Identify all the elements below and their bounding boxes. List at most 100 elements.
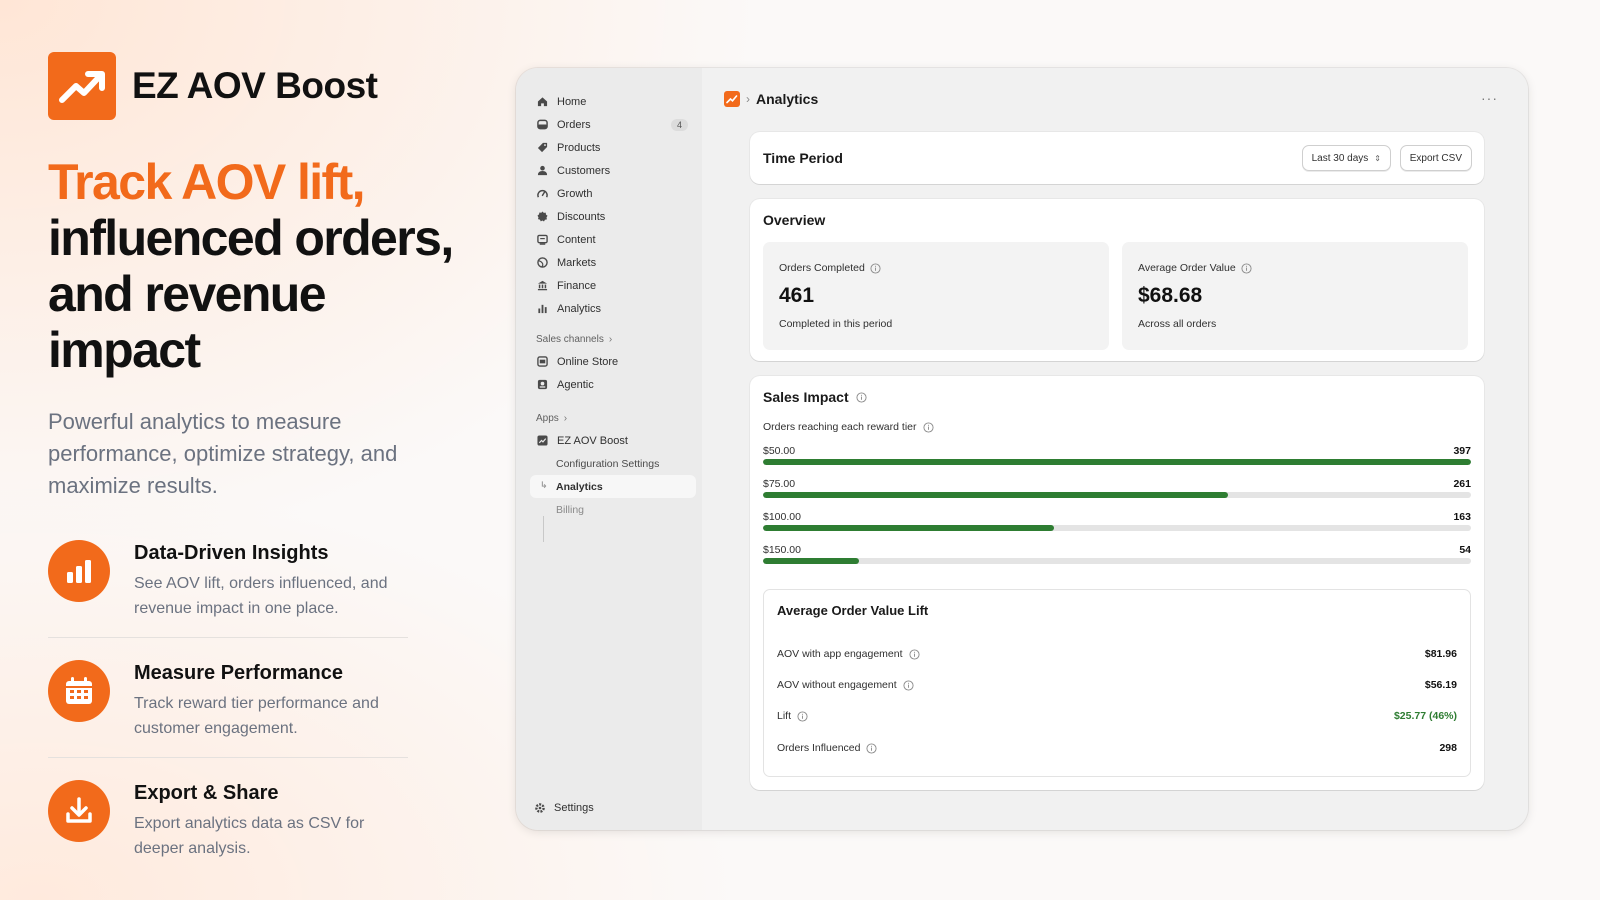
select-chevron-icon: ⇕: [1374, 153, 1381, 163]
sales-channels-label: Sales channels: [536, 333, 604, 345]
analytics-icon: [536, 302, 549, 315]
feature-description: Export analytics data as CSV for deeper …: [134, 815, 365, 857]
more-actions-icon[interactable]: ···: [1481, 90, 1498, 106]
sidebar-item-markets[interactable]: Markets: [516, 251, 702, 274]
tier-caption-row: Orders reaching each reward tier: [763, 421, 1471, 433]
reward-tier-list: $50.00 397 $75.00 261 $100.00 163 $150.00 54: [763, 441, 1471, 573]
sidebar-subitem-label: Configuration Settings: [556, 457, 660, 470]
main-content: › Analytics ··· Time Period Last 30 days…: [702, 68, 1528, 830]
sidebar-item-online-store[interactable]: Online Store: [516, 350, 702, 373]
aov-lift-row: AOV without engagement $56.19: [777, 679, 1457, 691]
sidebar-item-home[interactable]: Home: [516, 90, 702, 113]
lift-label: Lift: [777, 710, 792, 722]
info-icon[interactable]: [1241, 262, 1252, 274]
sidebar-item-label: Products: [557, 141, 601, 154]
sidebar-item-ez-aov-boost[interactable]: EZ AOV Boost: [516, 429, 702, 452]
feature-description: Track reward tier performance and custom…: [134, 695, 379, 737]
tier-threshold: $50.00: [763, 445, 796, 457]
info-icon[interactable]: [870, 262, 881, 274]
tier-count: 54: [1459, 544, 1471, 556]
export-csv-button[interactable]: Export CSV: [1399, 145, 1472, 171]
reward-tier-row: $150.00 54: [763, 540, 1471, 573]
feature-item: Data-Driven Insights See AOV lift, order…: [48, 536, 408, 638]
sidebar-item-growth[interactable]: Growth: [516, 182, 702, 205]
sidebar-item-analytics[interactable]: Analytics: [516, 297, 702, 320]
sidebar-item-settings[interactable]: Settings: [534, 802, 594, 814]
sidebar-item-label: Growth: [557, 187, 593, 200]
gear-icon: [534, 802, 546, 814]
aov-lift-row: Orders Influenced 298: [777, 742, 1457, 754]
sidebar-item-label: Online Store: [557, 355, 619, 368]
info-icon[interactable]: [922, 421, 934, 433]
store-icon: [536, 355, 549, 368]
agentic-icon: [536, 378, 549, 391]
feature-title: Data-Driven Insights: [134, 542, 329, 564]
tier-progress-fill: [763, 525, 1054, 531]
person-icon: [536, 164, 549, 177]
sidebar-subitem-label: Analytics: [556, 480, 603, 493]
tier-count: 163: [1453, 511, 1471, 523]
orders-count-badge: 4: [670, 118, 688, 131]
calendar-icon: [48, 660, 110, 722]
content-icon: [536, 233, 549, 246]
tree-branch-icon: ↳: [540, 480, 548, 490]
sidebar-subitem-configuration-settings[interactable]: Configuration Settings: [516, 452, 702, 475]
lift-value: 298: [1439, 742, 1457, 754]
tier-progress-track: [763, 558, 1471, 564]
sidebar: Home Orders 4 Products Customers Growth …: [516, 68, 702, 830]
feature-list: Data-Driven Insights See AOV lift, order…: [48, 536, 408, 877]
reward-tier-row: $75.00 261: [763, 474, 1471, 507]
info-icon[interactable]: [866, 742, 878, 754]
sidebar-item-label: Orders: [557, 118, 591, 131]
sidebar-item-agentic[interactable]: Agentic: [516, 373, 702, 396]
stat-subtext: Across all orders: [1138, 318, 1217, 330]
sidebar-item-customers[interactable]: Customers: [516, 159, 702, 182]
info-icon[interactable]: [856, 391, 867, 403]
aov-lift-panel: Average Order Value Lift AOV with app en…: [763, 589, 1471, 777]
sidebar-item-label: Markets: [557, 256, 597, 269]
sidebar-item-content[interactable]: Content: [516, 228, 702, 251]
lift-label: AOV with app engagement: [777, 648, 903, 660]
sales-impact-card: Sales Impact Orders reaching each reward…: [750, 376, 1484, 790]
feature-title: Export & Share: [134, 782, 279, 804]
info-icon[interactable]: [797, 710, 808, 722]
stat-label-row: Orders Completed: [779, 262, 1093, 274]
sidebar-item-label: Finance: [557, 279, 597, 292]
app-icon: [536, 434, 549, 447]
breadcrumb-separator: ›: [746, 92, 750, 106]
sidebar-item-orders[interactable]: Orders 4: [516, 113, 702, 136]
sidebar-subitem-billing[interactable]: Billing: [516, 498, 702, 521]
sidebar-item-label: Home: [557, 95, 587, 108]
sidebar-item-label: Discounts: [557, 210, 606, 223]
sidebar-item-discounts[interactable]: Discounts: [516, 205, 702, 228]
sidebar-item-label: Customers: [557, 164, 611, 177]
time-period-select[interactable]: Last 30 days ⇕: [1301, 145, 1391, 171]
apps-label: Apps: [536, 412, 559, 424]
reward-tier-row: $50.00 397: [763, 441, 1471, 474]
sidebar-item-label: EZ AOV Boost: [557, 434, 628, 447]
headline-accent: Track AOV lift,: [48, 154, 366, 210]
app-breadcrumb-icon[interactable]: [724, 91, 740, 107]
tag-icon: [536, 141, 549, 154]
orders-icon: [536, 118, 549, 131]
info-icon[interactable]: [903, 679, 914, 691]
tier-progress-fill: [763, 459, 1471, 465]
app-window: Home Orders 4 Products Customers Growth …: [516, 68, 1528, 830]
growth-icon: [536, 187, 549, 200]
sidebar-item-products[interactable]: Products: [516, 136, 702, 159]
settings-label: Settings: [554, 802, 594, 814]
sales-impact-title: Sales Impact: [763, 389, 849, 405]
apps-heading[interactable]: Apps ›: [516, 407, 702, 429]
tier-progress-track: [763, 492, 1471, 498]
tier-progress-track: [763, 459, 1471, 465]
sidebar-subitem-analytics[interactable]: ↳ Analytics: [530, 475, 696, 498]
chevron-right-icon: ›: [608, 333, 613, 345]
tier-count: 397: [1453, 445, 1471, 457]
tier-threshold: $75.00: [763, 478, 796, 490]
globe-icon: [536, 256, 549, 269]
info-icon[interactable]: [908, 648, 920, 660]
sidebar-subitem-label: Billing: [556, 503, 585, 516]
stat-label: Average Order Value: [1138, 262, 1236, 274]
sidebar-item-finance[interactable]: Finance: [516, 274, 702, 297]
sales-channels-heading[interactable]: Sales channels ›: [516, 328, 702, 350]
